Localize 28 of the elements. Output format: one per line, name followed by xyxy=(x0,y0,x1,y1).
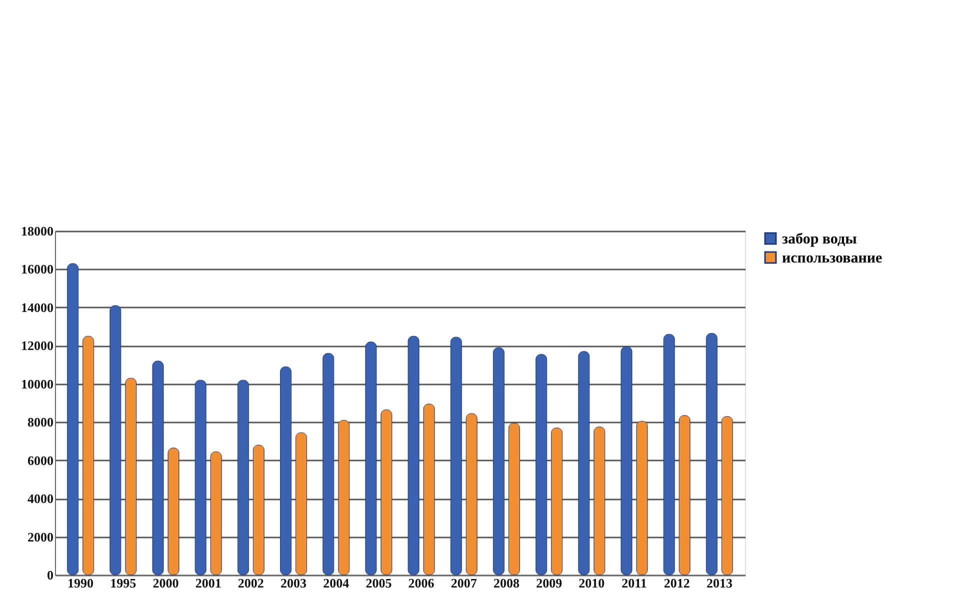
y-tick-label: 0 xyxy=(47,568,54,582)
x-tick-label: 2009 xyxy=(536,576,563,590)
legend-label: забор воды xyxy=(782,232,858,248)
x-tick-label: 2003 xyxy=(280,576,308,590)
x-tick-label: 2005 xyxy=(366,576,392,590)
y-tick-label: 4000 xyxy=(28,491,54,506)
y-tick-label: 12000 xyxy=(21,338,54,354)
y-tick-label: 10000 xyxy=(21,376,54,392)
x-tick-label: 2007 xyxy=(450,576,478,590)
x-tick-label: 1995 xyxy=(110,576,137,590)
x-tick-label: 1990 xyxy=(68,576,94,590)
x-tick-label: 2012 xyxy=(664,576,690,590)
x-tick-label: 2011 xyxy=(622,576,647,590)
x-tick-label: 2001 xyxy=(195,576,222,590)
x-tick-label: 2004 xyxy=(323,576,350,590)
y-tick-label: 8000 xyxy=(28,414,54,430)
y-tick-label: 6000 xyxy=(28,452,54,468)
y-tick-label: 2000 xyxy=(28,529,54,544)
y-tick-label: 14000 xyxy=(21,300,54,315)
legend-label: использование xyxy=(782,250,883,266)
x-tick-label: 2006 xyxy=(408,576,435,590)
x-tick-label: 2013 xyxy=(706,576,733,590)
y-tick-label: 18000 xyxy=(21,224,54,238)
x-tick-label: 2010 xyxy=(578,576,605,590)
x-tick-label: 2000 xyxy=(152,576,179,590)
y-tick-label: 16000 xyxy=(21,262,54,277)
x-tick-label: 2002 xyxy=(238,576,264,590)
x-tick-label: 2008 xyxy=(493,576,520,590)
